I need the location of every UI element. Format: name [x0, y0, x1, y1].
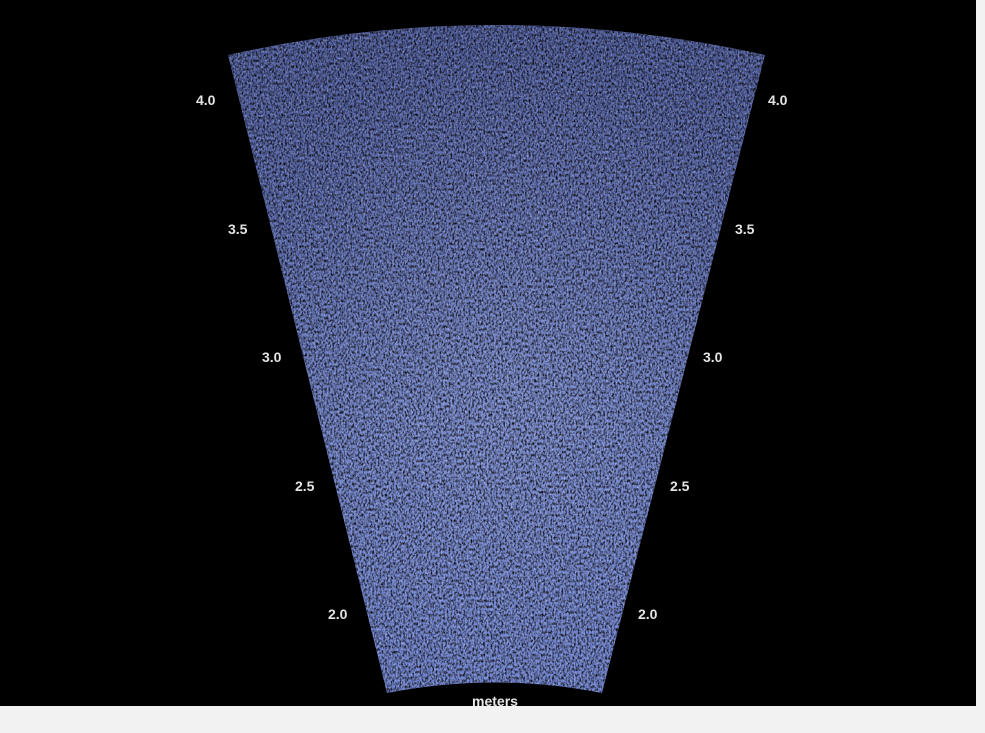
left-range-label-3-0: 3.0	[262, 349, 282, 365]
left-range-scale: 4.0 3.5 3.0 2.5 2.0	[196, 92, 348, 622]
right-range-label-3-5: 3.5	[735, 221, 755, 237]
bottom-border	[0, 706, 985, 733]
right-border	[976, 0, 985, 733]
right-range-label-3-0: 3.0	[703, 349, 723, 365]
left-range-label-2-5: 2.5	[295, 478, 315, 494]
left-border	[0, 0, 15, 733]
left-range-label-2-0: 2.0	[328, 606, 348, 622]
right-range-label-2-0: 2.0	[638, 606, 658, 622]
left-range-label-4-0: 4.0	[196, 92, 216, 108]
sonar-fan	[228, 25, 765, 693]
right-range-scale: 4.0 3.5 3.0 2.5 2.0	[638, 92, 788, 622]
range-unit-label: meters	[472, 693, 518, 709]
right-range-label-2-5: 2.5	[670, 478, 690, 494]
left-range-label-3-5: 3.5	[228, 221, 248, 237]
right-range-label-4-0: 4.0	[768, 92, 788, 108]
